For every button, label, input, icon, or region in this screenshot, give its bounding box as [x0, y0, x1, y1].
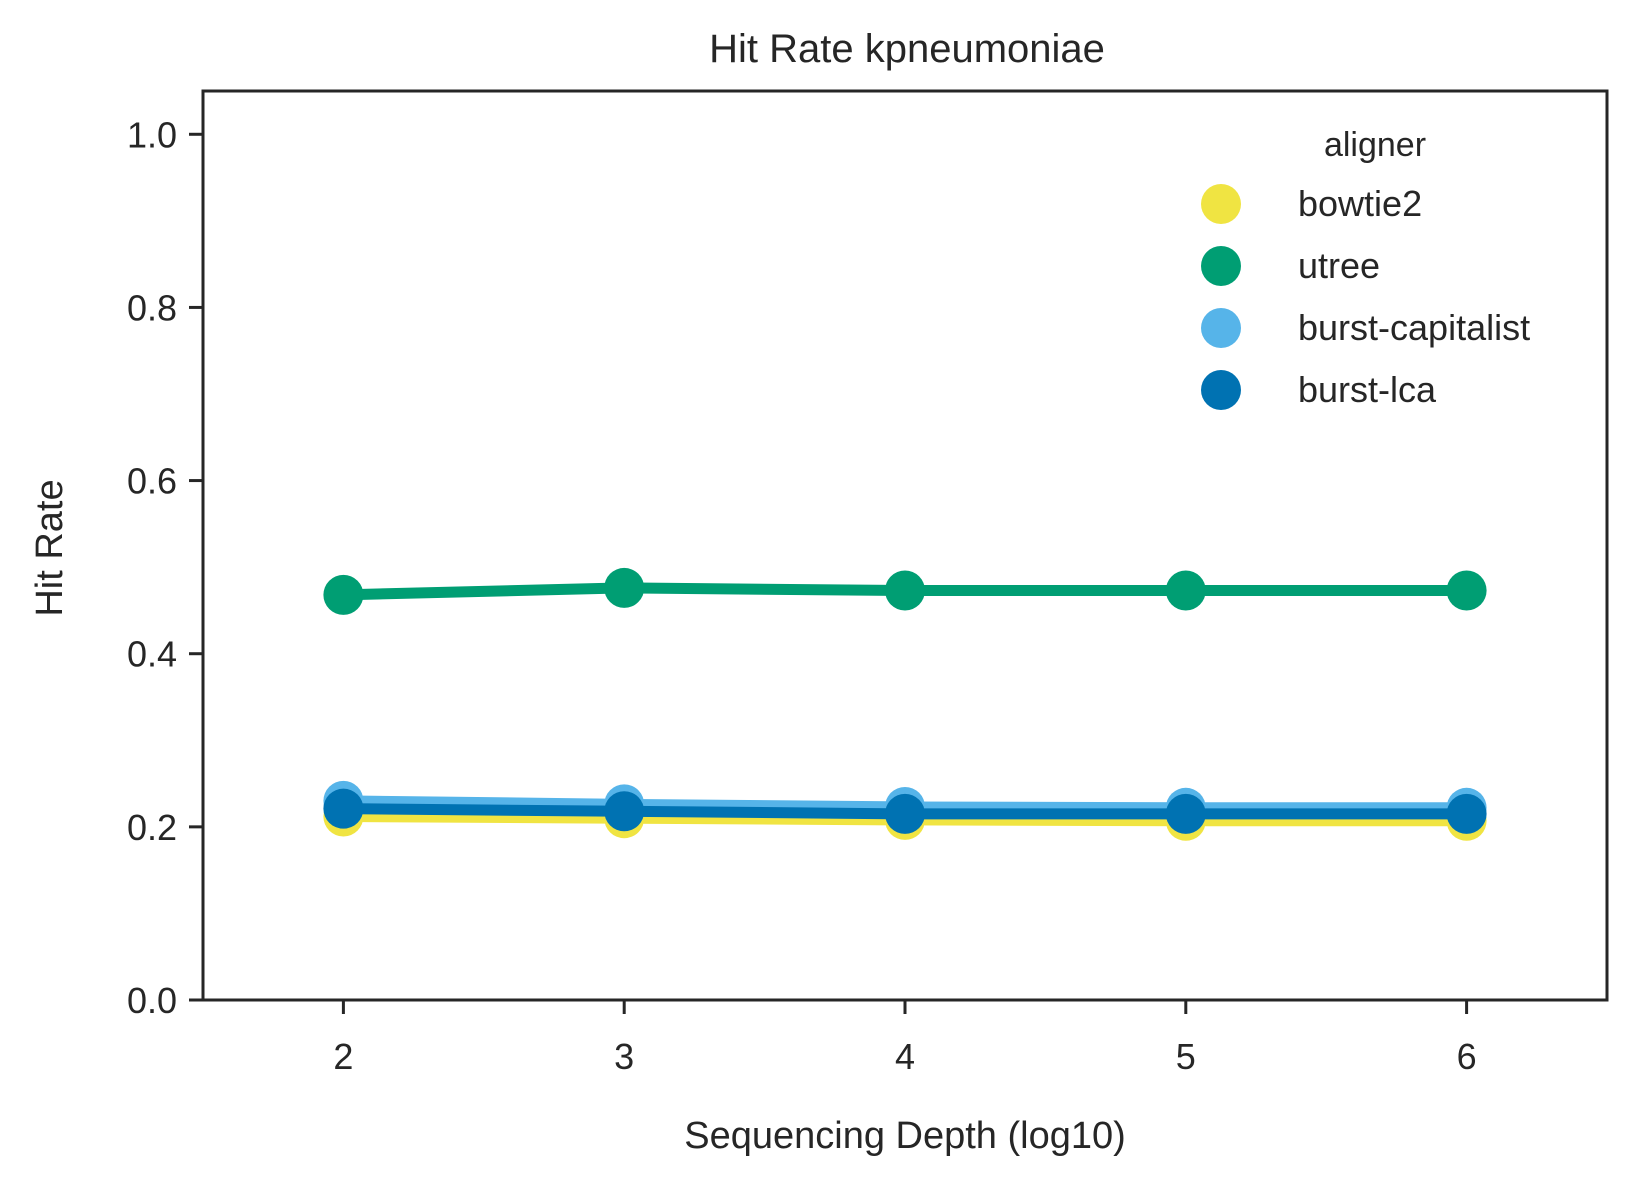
- legend-title: aligner: [1324, 126, 1426, 164]
- legend: aligner bowtie2 utree burst-capitalist burs…: [1201, 126, 1530, 410]
- legend-marker: [1201, 246, 1241, 286]
- legend-label: burst-lca: [1298, 369, 1437, 410]
- y-axis: 0.0 0.2 0.4 0.6 0.8 1.0: [127, 114, 203, 1021]
- data-point-utree-2: [323, 574, 364, 615]
- y-tick-label: 1.0: [127, 114, 177, 155]
- x-tick-label: 5: [1176, 1036, 1196, 1077]
- y-tick-label: 0.0: [127, 980, 177, 1021]
- x-tick-label: 3: [614, 1036, 634, 1077]
- x-tick-label: 2: [333, 1036, 353, 1077]
- data-point-burst-lca-5: [1165, 793, 1206, 834]
- y-axis-label: Hit Rate: [29, 479, 71, 616]
- data-point-utree-4: [885, 570, 925, 611]
- x-axis: 2 3 4 5 6: [333, 1000, 1477, 1077]
- y-tick-label: 0.2: [127, 807, 177, 848]
- chart-title: Hit Rate kpneumoniae: [709, 27, 1105, 71]
- data-point-burst-lca-3: [604, 791, 645, 832]
- x-tick-label: 6: [1457, 1036, 1477, 1077]
- data-point-burst-lca-4: [885, 793, 925, 834]
- y-tick-label: 0.8: [127, 287, 177, 328]
- data-point-utree-3: [604, 567, 645, 608]
- legend-item-utree: utree: [1201, 245, 1380, 286]
- data-point-burst-lca-2: [323, 788, 364, 829]
- legend-marker: [1201, 308, 1241, 348]
- legend-marker: [1201, 184, 1241, 224]
- y-tick-label: 0.6: [127, 461, 177, 502]
- legend-marker: [1201, 370, 1241, 410]
- series-utree: [323, 567, 1487, 615]
- data-point-burst-lca-6: [1446, 793, 1487, 834]
- data-point-utree-5: [1165, 570, 1206, 611]
- x-tick-label: 4: [895, 1036, 915, 1077]
- legend-item-bowtie2: bowtie2: [1201, 183, 1422, 224]
- legend-item-burst-capitalist: burst-capitalist: [1201, 307, 1530, 348]
- legend-item-burst-lca: burst-lca: [1201, 369, 1437, 410]
- plot-frame: [201, 89, 1609, 1002]
- y-tick-label: 0.4: [127, 634, 177, 675]
- x-axis-label: Sequencing Depth (log10): [684, 1115, 1126, 1157]
- plot-area: [323, 567, 1487, 841]
- legend-label: utree: [1298, 245, 1380, 286]
- legend-label: burst-capitalist: [1298, 307, 1530, 348]
- legend-label: bowtie2: [1298, 183, 1422, 224]
- data-point-utree-6: [1446, 570, 1487, 611]
- series-burst-lca: [323, 788, 1487, 834]
